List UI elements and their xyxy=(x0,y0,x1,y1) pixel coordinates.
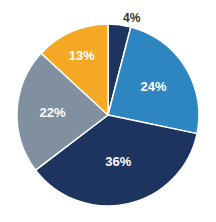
svg-text:36%: 36% xyxy=(105,154,131,169)
svg-text:24%: 24% xyxy=(141,79,167,94)
svg-text:22%: 22% xyxy=(39,105,65,120)
svg-text:4%: 4% xyxy=(123,11,141,25)
svg-text:13%: 13% xyxy=(69,48,95,63)
